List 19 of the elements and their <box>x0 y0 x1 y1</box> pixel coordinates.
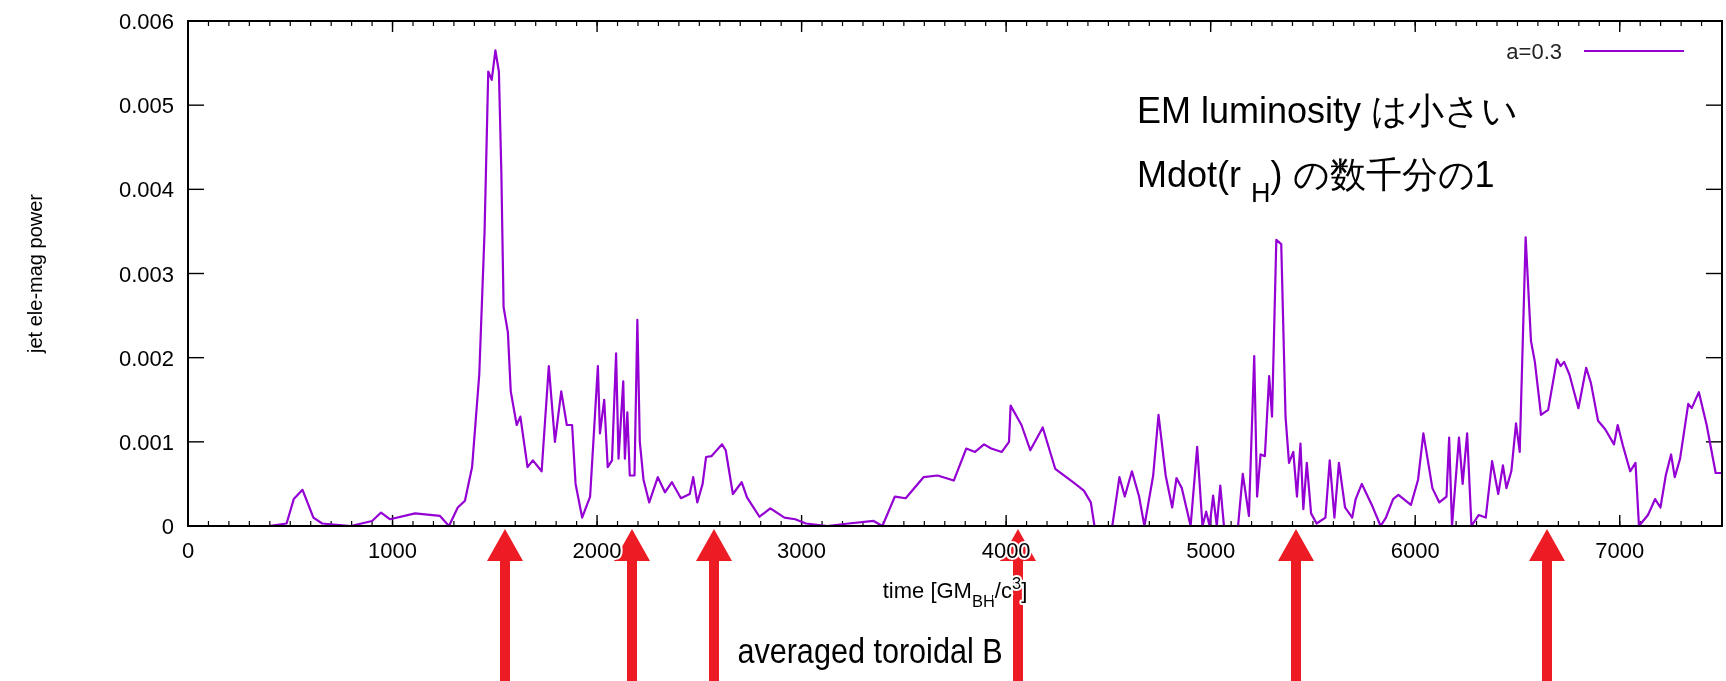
legend-label: a=0.3 <box>1506 39 1562 64</box>
y-tick-label: 0.005 <box>118 93 174 119</box>
y-tick-label: 0.003 <box>118 261 174 287</box>
y-axis-title: jet ele-mag power <box>24 193 46 354</box>
y-tick-label: 0 <box>161 514 174 539</box>
y-tick-label: 0.004 <box>118 177 174 203</box>
x-tick-label: 2000 <box>572 538 622 563</box>
x-tick-label: 6000 <box>1390 538 1440 563</box>
y-tick-label: 0.006 <box>118 9 174 34</box>
x-tick-label: 3000 <box>777 538 827 563</box>
text: averaged toroidal B <box>737 630 1003 671</box>
x-tick-label: 0 <box>181 538 195 563</box>
x-tick-label: 1000 <box>368 538 418 563</box>
annotation: Mdot(r $_{H}$) の数千分の1 <box>1137 154 1495 208</box>
y-tick-label: 0.002 <box>118 345 174 371</box>
y-tick-label: 0.001 <box>118 429 174 455</box>
x-tick-label: 7000 <box>1595 538 1645 563</box>
annotation: EM luminosity は小さい <box>1137 90 1519 131</box>
x-tick-label: 5000 <box>1186 538 1236 563</box>
